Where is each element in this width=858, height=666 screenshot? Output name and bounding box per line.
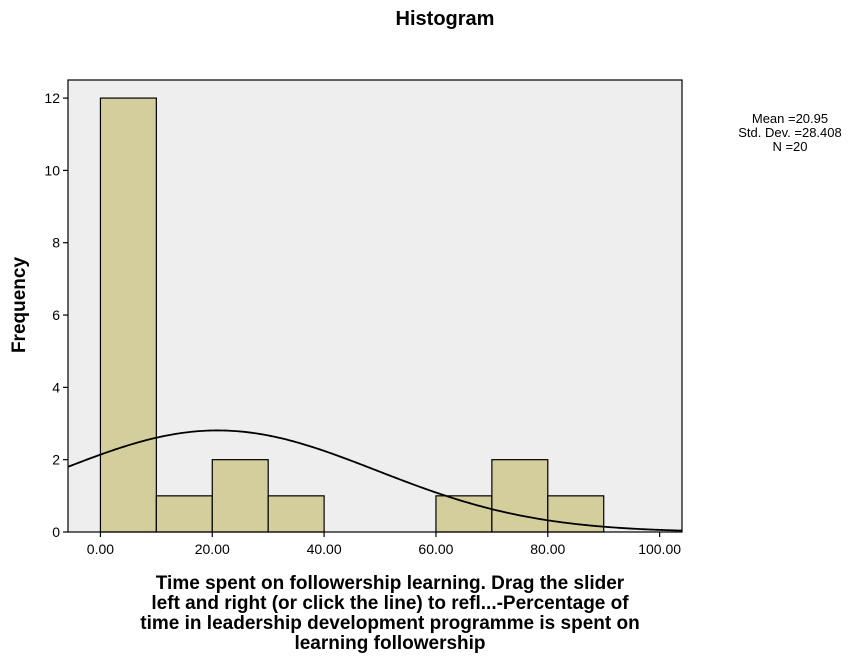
mean-text: Mean =20.95 [751, 111, 829, 126]
x-tick-label: 80.00 [530, 541, 565, 557]
y-tick-label: 10 [44, 162, 60, 178]
n-text: N =20 [772, 139, 808, 154]
plot-frame [67, 79, 683, 533]
histogram-bar [211, 459, 269, 533]
chart-title: Histogram [395, 8, 495, 30]
y-tick-label: 0 [52, 524, 60, 540]
y-tick-label: 2 [52, 452, 60, 468]
x-tick-label: 40.00 [307, 541, 342, 557]
histogram-bar [267, 495, 325, 533]
plot-area [68, 80, 682, 532]
y-tick-label: 6 [52, 307, 60, 323]
x-axis-label: Time spent on followership learning. Dra… [40, 574, 740, 654]
x-axis: 0.00 20.00 40.00 60.00 80.00 100.00 [87, 532, 681, 557]
x-tick-label: 20.00 [195, 541, 230, 557]
histogram-bar [155, 495, 213, 533]
y-axis-label: Frequency [9, 256, 30, 354]
std-dev-text: Std. Dev. =28.408 [738, 125, 842, 140]
y-tick-label: 12 [44, 90, 60, 106]
x-axis-label-line: Time spent on followership learning. Dra… [155, 573, 625, 594]
y-axis: 0 2 4 6 8 10 12 [44, 90, 68, 540]
x-tick-label: 60.00 [418, 541, 453, 557]
x-tick-label: 0.00 [87, 541, 114, 557]
x-axis-label-line: time in leadership development programme… [140, 613, 640, 634]
x-tick-label: 100.00 [638, 541, 681, 557]
histogram-bar [99, 97, 157, 533]
x-axis-label-line: left and right (or click the line) to re… [151, 593, 629, 614]
stats-box: Mean =20.95 Std. Dev. =28.408 N =20 [722, 112, 858, 154]
y-tick-label: 8 [52, 235, 60, 251]
normal-curve [67, 429, 683, 532]
histogram-bar [491, 459, 549, 533]
bars-group [99, 97, 605, 533]
y-tick-label: 4 [52, 379, 60, 395]
x-axis-label-line: learning followership [294, 633, 486, 654]
